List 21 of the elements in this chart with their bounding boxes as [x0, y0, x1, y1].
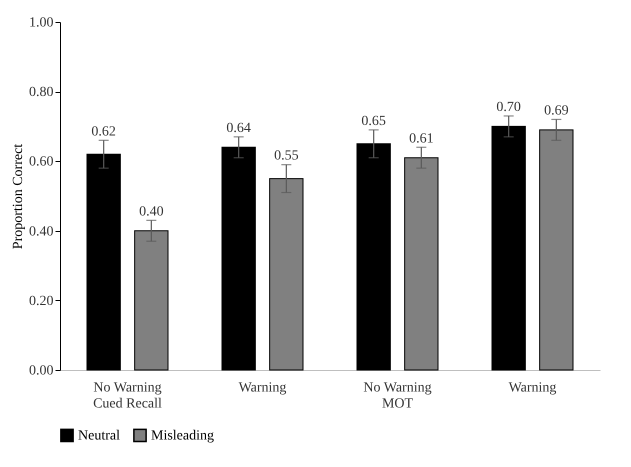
y-tick-label: 0.80 [29, 85, 54, 100]
data-label: 0.65 [361, 114, 386, 129]
x-tick-label: No Warning Cued Recall [93, 380, 162, 412]
x-tick-label: No Warning MOT [363, 380, 432, 412]
y-tick-label: 0.20 [29, 294, 54, 309]
data-label: 0.61 [409, 131, 434, 146]
data-label: 0.64 [226, 120, 251, 136]
legend-label: Neutral [78, 428, 120, 444]
y-tick-label: 0.40 [29, 224, 54, 240]
y-tick-label: 0.00 [29, 364, 54, 378]
x-tick-label: Warning [238, 380, 286, 396]
legend-label: Misleading [151, 428, 214, 444]
y-tick-label: 0.60 [29, 154, 54, 170]
data-label: 0.40 [139, 204, 164, 220]
y-axis-title: Proportion Correct [11, 144, 26, 250]
data-label: 0.70 [496, 100, 521, 115]
data-label: 0.62 [91, 124, 116, 140]
data-label: 0.55 [274, 148, 299, 164]
x-tick-label: Warning [508, 380, 556, 396]
y-tick-label: 1.00 [29, 16, 54, 30]
data-label: 0.69 [544, 103, 569, 118]
